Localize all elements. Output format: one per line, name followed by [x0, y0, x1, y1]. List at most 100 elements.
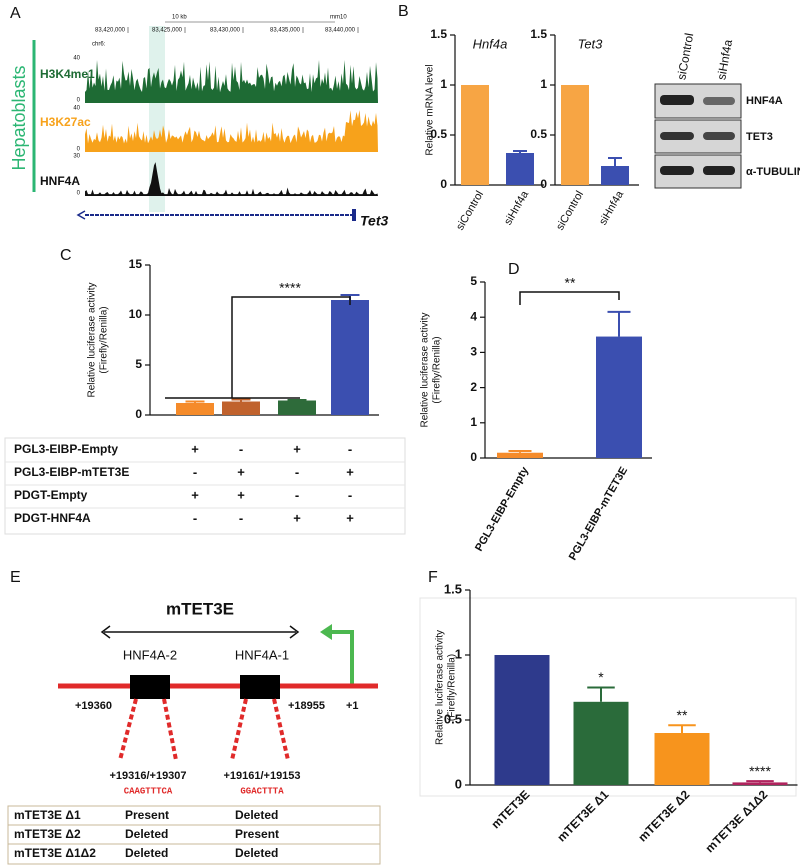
- tss-arrowhead: [320, 624, 332, 640]
- track-min: 0: [77, 147, 81, 153]
- y-tick-label: 1: [455, 646, 462, 661]
- error-bar: [607, 310, 631, 337]
- bar: [573, 701, 629, 785]
- assembly: mm10: [330, 15, 347, 21]
- y-axis-label: (Firefly/Renilla): [99, 306, 110, 373]
- y-tick-label: 10: [129, 307, 143, 321]
- site-box: [130, 675, 170, 699]
- chromosome: chr6:: [92, 42, 106, 48]
- panel-letter: C: [60, 247, 72, 264]
- sequence: GGACTTTA: [240, 786, 284, 796]
- error-bar: [185, 400, 205, 403]
- y-axis-label: Relative luciferase activity: [420, 312, 431, 427]
- y-axis-label: (Firefly/Renilla): [447, 654, 458, 721]
- position: +1: [346, 700, 359, 712]
- track-max: 30: [73, 154, 80, 160]
- bar: [561, 85, 589, 185]
- gene-arrow: [76, 210, 86, 220]
- band-label: α-TUBULIN: [746, 166, 800, 178]
- scale: 10 kb: [172, 15, 187, 21]
- error-bar: [231, 398, 251, 402]
- bar: [596, 336, 642, 458]
- x-tick-label: siControl: [554, 189, 586, 233]
- bar: [497, 452, 543, 458]
- significance: ****: [279, 280, 301, 296]
- condition-cell: -: [239, 510, 243, 525]
- error-bar: [746, 780, 774, 783]
- error-bar: [587, 686, 615, 702]
- bar: [494, 655, 550, 785]
- highlight: [149, 26, 165, 212]
- y-tick-label: 1.5: [430, 27, 447, 41]
- coordinate: 83,430,000: [210, 28, 241, 34]
- condition-cell: +: [293, 510, 301, 525]
- significance: *: [598, 669, 604, 685]
- track-max: 40: [73, 106, 80, 112]
- construct-title: mTET3E: [166, 599, 234, 618]
- coordinate: 83,425,000: [152, 28, 183, 34]
- band: [703, 97, 735, 105]
- position: +18955: [288, 700, 325, 712]
- signal-track: [85, 162, 378, 196]
- y-axis-label: Relative mRNA level: [425, 64, 436, 155]
- y-tick-label: 0: [135, 407, 142, 421]
- significance: **: [677, 707, 688, 723]
- condition-cell: -: [193, 510, 197, 525]
- bar: [654, 733, 710, 785]
- significance-bracket: [519, 291, 620, 305]
- condition-cell: -: [239, 441, 243, 456]
- band: [660, 95, 694, 105]
- condition-cell: -: [193, 464, 197, 479]
- band-label: HNF4A: [746, 95, 783, 107]
- condition-cell: -: [295, 487, 299, 502]
- band: [660, 166, 694, 175]
- condition-cell: -: [348, 441, 352, 456]
- significance-bracket: [165, 296, 351, 399]
- panel-letter: F: [428, 569, 438, 586]
- condition-label: PDGT-Empty: [14, 488, 88, 502]
- deletion-table: [7, 805, 381, 865]
- panel-letter: A: [10, 5, 21, 22]
- condition-label: PGL3-EIBP-mTET3E: [14, 465, 129, 479]
- coordinate: 83,435,000: [270, 28, 301, 34]
- site-label: HNF4A-2: [123, 647, 177, 662]
- lane-label: siHnf4a: [714, 38, 735, 81]
- y-tick-label: 15: [129, 257, 143, 271]
- table-cell: mTET3E Δ1Δ2: [14, 846, 96, 860]
- y-tick-label: 3: [470, 345, 477, 359]
- band: [703, 132, 735, 140]
- exon: [352, 209, 356, 221]
- error-bar: [287, 399, 307, 401]
- track-min: 0: [77, 98, 81, 104]
- table-cell: mTET3E Δ1: [14, 808, 81, 822]
- y-tick-label: 0: [440, 177, 447, 191]
- x-tick-label: mTET3E Δ1Δ2: [703, 787, 771, 855]
- condition-cell: +: [191, 441, 199, 456]
- condition-cell: +: [346, 464, 354, 479]
- x-tick-label: PGL3-EIBP-mTET3E: [567, 465, 630, 563]
- table-cell: Deleted: [235, 808, 278, 822]
- condition-cell: +: [293, 441, 301, 456]
- span-arrows: [100, 625, 300, 639]
- y-tick-label: 1: [470, 415, 477, 429]
- table-cell: Deleted: [125, 827, 168, 841]
- panel-frame: [419, 597, 797, 797]
- condition-cell: -: [348, 487, 352, 502]
- y-tick-label: 1: [540, 77, 547, 91]
- error-bar: [513, 150, 527, 153]
- panel-letter: D: [508, 261, 520, 278]
- y-axis-label: Relative luciferase activity: [87, 282, 98, 397]
- bar: [461, 85, 489, 185]
- panel-letter: E: [10, 569, 21, 586]
- y-axis-label: Relative luciferase activity: [435, 630, 446, 745]
- position: +19360: [75, 700, 112, 712]
- bar: [278, 400, 316, 415]
- y-tick-label: 0.5: [430, 127, 447, 141]
- x-tick-label: siControl: [454, 189, 486, 233]
- track-max: 40: [73, 56, 80, 62]
- site-label: HNF4A-1: [235, 647, 289, 662]
- bar: [331, 300, 369, 415]
- site-position: +19161/+19153: [223, 770, 300, 782]
- condition-cell: +: [237, 487, 245, 502]
- y-tick-label: 5: [135, 357, 142, 371]
